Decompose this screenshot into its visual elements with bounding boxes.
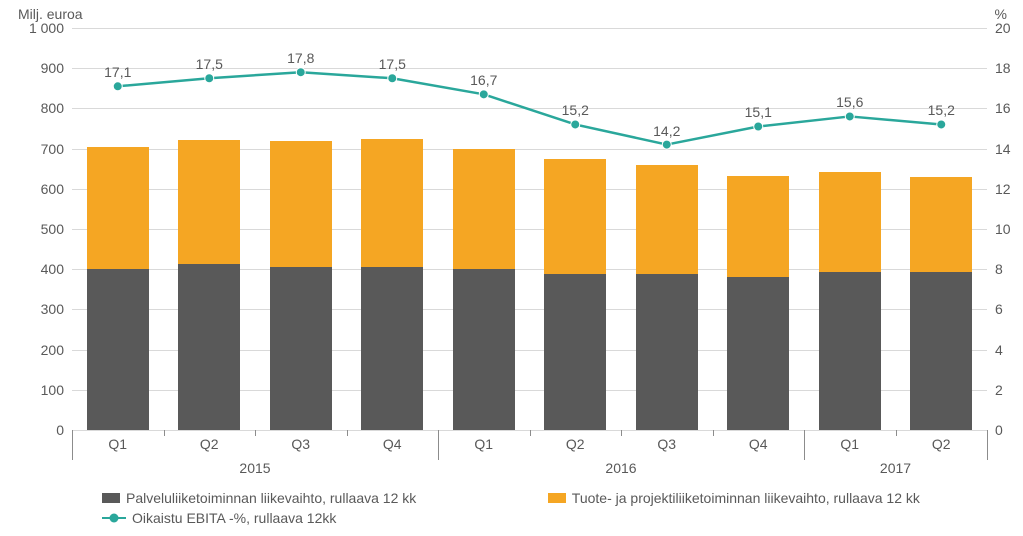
y-left-tick-label: 500 (41, 221, 64, 237)
y-left-tick-label: 800 (41, 100, 64, 116)
y-right-tick-label: 12 (995, 181, 1011, 197)
y-right-tick-label: 20 (995, 20, 1011, 36)
x-tick-mark (347, 430, 348, 436)
x-tick-mark (255, 430, 256, 436)
ebita-value-label: 15,2 (928, 102, 955, 118)
x-tick-mark (621, 430, 622, 436)
legend-item-ebita: Oikaistu EBITA -%, rullaava 12kk (102, 510, 336, 526)
plot-area: 17,1 17,5 17,8 17,5 16,7 15,2 14,2 15,1 15,6 15,2… (72, 28, 987, 430)
x-axis-divider (804, 430, 805, 460)
ebita-value-label: 15,2 (562, 102, 589, 118)
x-tick-mark (530, 430, 531, 436)
x-tick-label: Q2 (200, 436, 219, 452)
x-tick-label: Q2 (932, 436, 951, 452)
y-right-tick-label: 14 (995, 141, 1011, 157)
y-left-tick-label: 700 (41, 141, 64, 157)
x-group-label: 2016 (605, 460, 636, 476)
y-right-tick-label: 16 (995, 100, 1011, 116)
x-axis-divider (438, 430, 439, 460)
x-tick-mark (896, 430, 897, 436)
legend-swatch (102, 511, 126, 525)
y-right-tick-label: 18 (995, 60, 1011, 76)
y-left-tick-label: 1 000 (29, 20, 64, 36)
x-tick-label: Q1 (108, 436, 127, 452)
chart: Milj. euroa % 17,117,517,817,516,715,214… (0, 0, 1023, 536)
y-left-tick-label: 100 (41, 382, 64, 398)
y-right-tick-label: 6 (995, 301, 1003, 317)
y-left-tick-label: 200 (41, 342, 64, 358)
ebita-value-label: 17,5 (379, 56, 406, 72)
y-left-tick-label: 0 (56, 422, 64, 438)
y-right-tick-label: 8 (995, 261, 1003, 277)
x-tick-label: Q4 (749, 436, 768, 452)
legend-label: Tuote- ja projektiliiketoiminnan liikeva… (572, 490, 920, 506)
x-tick-mark (713, 430, 714, 436)
legend-swatch (102, 493, 120, 503)
x-tick-label: Q1 (474, 436, 493, 452)
y-left-tick-label: 600 (41, 181, 64, 197)
legend: Palveluliiketoiminnan liikevaihto, rulla… (72, 486, 987, 534)
x-axis-divider (987, 430, 988, 460)
y-left-tick-label: 300 (41, 301, 64, 317)
x-group-label: 2017 (880, 460, 911, 476)
ebita-value-label: 17,1 (104, 64, 131, 80)
ebita-value-label: 17,5 (196, 56, 223, 72)
legend-swatch (548, 493, 566, 503)
ebita-value-label: 14,2 (653, 123, 680, 139)
ebita-value-label: 17,8 (287, 50, 314, 66)
x-tick-label: Q3 (291, 436, 310, 452)
y-right-tick-label: 4 (995, 342, 1003, 358)
x-tick-label: Q2 (566, 436, 585, 452)
y-left-tick-label: 900 (41, 60, 64, 76)
x-tick-label: Q1 (840, 436, 859, 452)
y-right-tick-label: 10 (995, 221, 1011, 237)
legend-label: Oikaistu EBITA -%, rullaava 12kk (132, 510, 336, 526)
legend-item-service: Palveluliiketoiminnan liikevaihto, rulla… (102, 490, 416, 506)
x-tick-mark (164, 430, 165, 436)
x-axis-divider (72, 430, 73, 460)
x-tick-label: Q3 (657, 436, 676, 452)
legend-label: Palveluliiketoiminnan liikevaihto, rulla… (126, 490, 416, 506)
legend-item-product: Tuote- ja projektiliiketoiminnan liikeva… (548, 490, 920, 506)
x-tick-label: Q4 (383, 436, 402, 452)
ebita-value-label: 15,6 (836, 94, 863, 110)
y-right-tick-label: 2 (995, 382, 1003, 398)
ebita-value-label: 16,7 (470, 72, 497, 88)
ebita-value-label: 15,1 (745, 104, 772, 120)
y-left-tick-label: 400 (41, 261, 64, 277)
y-right-tick-label: 0 (995, 422, 1003, 438)
x-group-label: 2015 (239, 460, 270, 476)
